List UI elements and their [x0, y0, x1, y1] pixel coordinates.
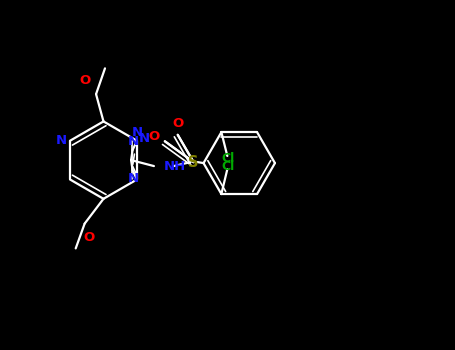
Text: N: N — [128, 172, 139, 185]
Text: N: N — [56, 134, 66, 147]
Text: Cl: Cl — [222, 160, 235, 173]
Text: S: S — [188, 155, 199, 170]
Text: N: N — [128, 135, 139, 148]
Text: N: N — [139, 132, 150, 145]
Text: N: N — [131, 126, 142, 139]
Text: O: O — [83, 231, 94, 244]
Text: O: O — [148, 130, 160, 143]
Text: Cl: Cl — [222, 152, 235, 165]
Text: O: O — [172, 117, 183, 131]
Text: O: O — [80, 74, 91, 87]
Text: NH: NH — [164, 160, 186, 173]
